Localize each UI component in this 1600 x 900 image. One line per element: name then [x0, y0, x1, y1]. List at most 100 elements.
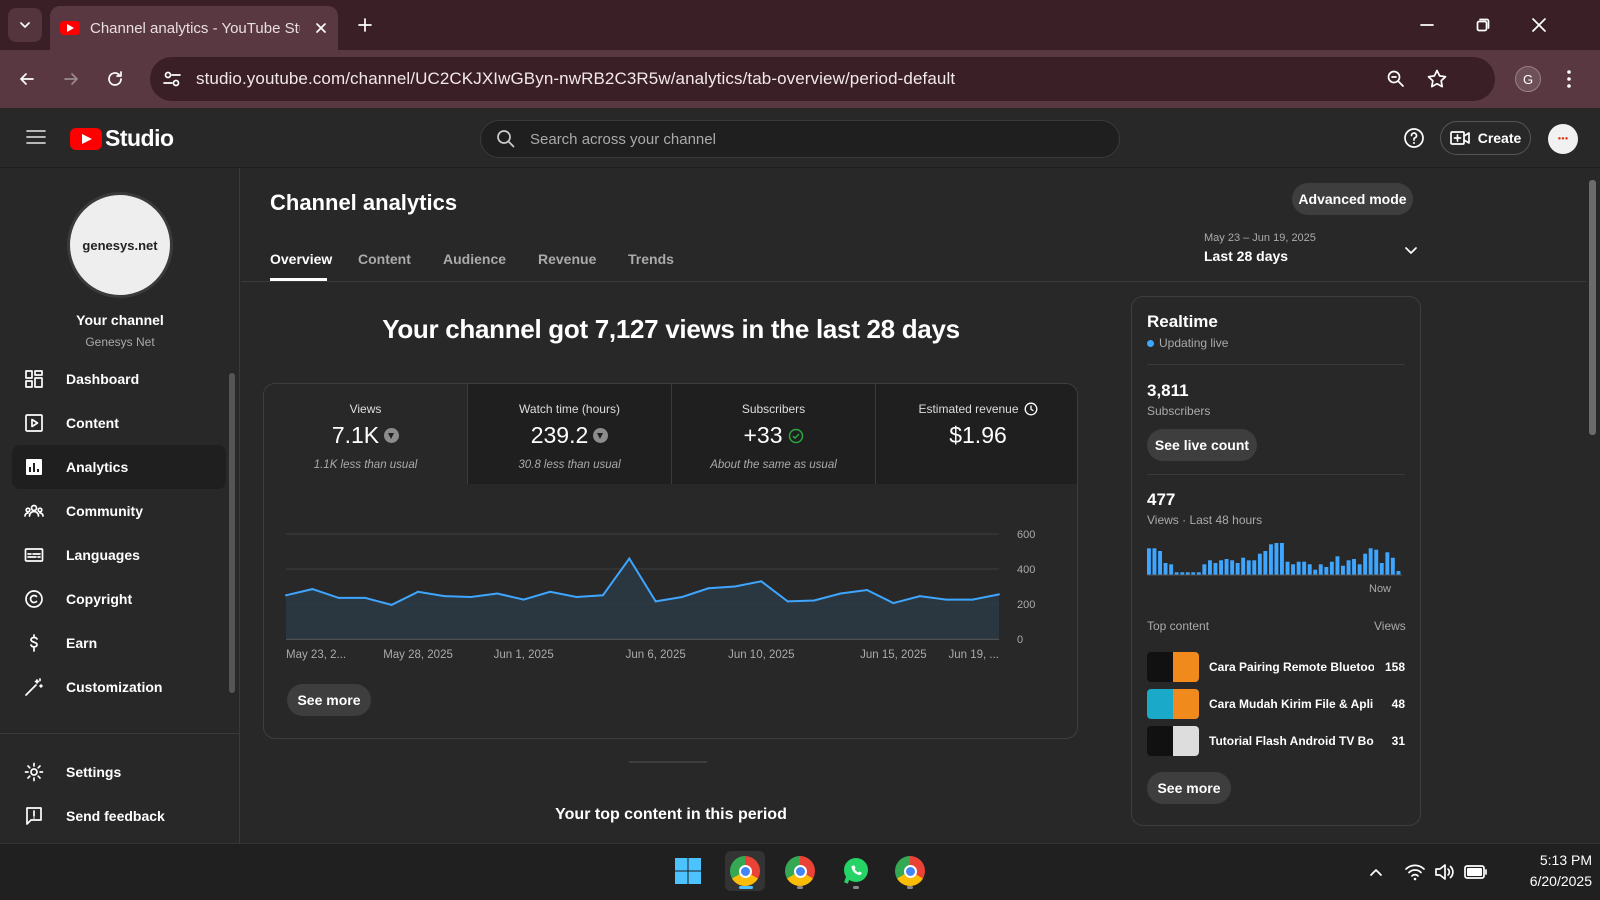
close-window-button[interactable] — [1524, 10, 1554, 40]
bookmark-star-icon[interactable] — [1426, 68, 1448, 90]
reload-button[interactable] — [100, 64, 130, 94]
realtime-bar[interactable] — [1202, 564, 1207, 575]
realtime-bar[interactable] — [1324, 567, 1329, 575]
realtime-bar[interactable] — [1224, 559, 1229, 575]
realtime-bar[interactable] — [1285, 561, 1290, 575]
zoom-icon[interactable] — [1386, 69, 1406, 89]
see-more-button[interactable]: See more — [287, 684, 371, 716]
chart-point[interactable] — [865, 589, 868, 591]
realtime-bar[interactable] — [1163, 563, 1168, 575]
realtime-bar[interactable] — [1291, 564, 1295, 575]
advanced-mode-button[interactable]: Advanced mode — [1292, 183, 1413, 215]
realtime-bar[interactable] — [1335, 556, 1340, 575]
realtime-bar[interactable] — [1257, 553, 1262, 575]
chart-point[interactable] — [364, 596, 367, 599]
realtime-bar[interactable] — [1274, 543, 1279, 575]
chart-point[interactable] — [786, 600, 789, 603]
chart-point[interactable] — [945, 598, 948, 601]
chart-point[interactable] — [417, 590, 420, 593]
close-tab-icon[interactable] — [314, 21, 328, 35]
chart-point[interactable] — [443, 595, 446, 598]
realtime-bar[interactable] — [1230, 560, 1235, 575]
sidebar-item-customization[interactable]: Customization — [12, 665, 226, 709]
sidebar-scrollbar[interactable] — [229, 373, 235, 693]
realtime-bar[interactable] — [1313, 569, 1318, 575]
tab-trends[interactable]: Trends — [628, 251, 674, 267]
new-tab-button[interactable] — [352, 12, 378, 38]
realtime-bar[interactable] — [1341, 565, 1345, 575]
chart-point[interactable] — [549, 590, 552, 593]
help-icon[interactable] — [1403, 127, 1425, 149]
chart-point[interactable] — [813, 599, 816, 602]
realtime-bar[interactable] — [1191, 572, 1196, 575]
realtime-bar[interactable] — [1396, 571, 1401, 575]
chart-point[interactable] — [337, 596, 340, 599]
chart-point[interactable] — [496, 592, 499, 595]
chart-point[interactable] — [522, 598, 525, 601]
realtime-bar[interactable] — [1180, 572, 1185, 575]
sidebar-item-dashboard[interactable]: Dashboard — [12, 357, 226, 401]
volume-icon[interactable] — [1434, 862, 1456, 882]
realtime-bar[interactable] — [1352, 559, 1356, 575]
chevron-down-icon[interactable] — [1403, 242, 1419, 258]
start-button[interactable] — [668, 851, 708, 891]
chart-point[interactable] — [733, 585, 736, 588]
realtime-bar[interactable] — [1263, 551, 1268, 575]
channel-avatar[interactable]: genesys.net — [67, 192, 173, 298]
taskbar-chrome-profile-2[interactable] — [780, 851, 820, 891]
battery-icon[interactable] — [1464, 864, 1488, 880]
top-content-row[interactable]: Cara Pairing Remote Bluetooth... 158 — [1147, 652, 1405, 682]
tab-content[interactable]: Content — [358, 251, 411, 267]
realtime-bar[interactable] — [1346, 560, 1351, 575]
sidebar-item-send-feedback[interactable]: Send feedback — [12, 794, 226, 838]
views-chart[interactable]: 600 400 200 0 May 23, 2... May 28, 2025 Jun 1… — [264, 484, 1078, 684]
address-bar[interactable]: studio.youtube.com/channel/UC2CKJXIwGByn… — [150, 57, 1495, 101]
create-button[interactable]: Create — [1440, 121, 1531, 155]
realtime-bar[interactable] — [1390, 557, 1395, 575]
chart-point[interactable] — [601, 594, 604, 597]
system-clock[interactable]: 5:13 PM 6/20/2025 — [1500, 850, 1592, 892]
realtime-bar[interactable] — [1307, 564, 1312, 575]
account-avatar[interactable]: ●●● — [1548, 124, 1578, 154]
site-info-icon[interactable] — [162, 69, 182, 89]
realtime-bar[interactable] — [1235, 563, 1240, 575]
realtime-bar[interactable] — [1213, 563, 1218, 575]
sidebar-item-copyright[interactable]: Copyright — [12, 577, 226, 621]
metric-views[interactable]: Views 7.1K 1.1K less than usual — [264, 384, 468, 484]
realtime-bar[interactable] — [1379, 563, 1384, 575]
restore-button[interactable] — [1468, 10, 1498, 40]
realtime-bar[interactable] — [1219, 560, 1223, 575]
chart-point[interactable] — [892, 602, 895, 605]
chart-point[interactable] — [971, 598, 974, 601]
chart-point[interactable] — [628, 557, 631, 560]
taskbar-chrome-profile-3[interactable] — [890, 851, 930, 891]
sidebar-item-earn[interactable]: Earn — [12, 621, 226, 665]
realtime-bar[interactable] — [1269, 544, 1273, 575]
taskbar-chrome-profile-g[interactable] — [725, 851, 765, 891]
sidebar-item-content[interactable]: Content — [12, 401, 226, 445]
realtime-bar[interactable] — [1302, 561, 1307, 575]
tab-audience[interactable]: Audience — [443, 251, 507, 267]
realtime-bar[interactable] — [1241, 557, 1246, 575]
realtime-bar[interactable] — [1174, 572, 1179, 575]
realtime-bar[interactable] — [1169, 564, 1174, 575]
chart-point[interactable] — [998, 593, 1000, 596]
tab-overview[interactable]: Overview — [270, 251, 333, 267]
sidebar-item-community[interactable]: Community — [12, 489, 226, 533]
date-range-label[interactable]: Last 28 days — [1204, 248, 1289, 264]
menu-icon[interactable] — [26, 128, 46, 146]
main-scrollbar[interactable] — [1589, 180, 1596, 435]
chart-point[interactable] — [311, 588, 314, 591]
realtime-bar[interactable] — [1196, 572, 1201, 575]
realtime-bar[interactable] — [1158, 551, 1162, 575]
realtime-bar[interactable] — [1368, 548, 1373, 575]
browser-tab[interactable]: Channel analytics - YouTube Studio — [50, 6, 338, 50]
realtime-bar[interactable] — [1329, 561, 1334, 575]
minimize-button[interactable] — [1412, 10, 1442, 40]
chart-point[interactable] — [390, 603, 393, 606]
studio-logo[interactable]: Studio — [70, 125, 174, 152]
chart-point[interactable] — [285, 594, 287, 597]
forward-button[interactable] — [56, 64, 86, 94]
more-vert-icon[interactable] — [1566, 69, 1572, 89]
chart-point[interactable] — [707, 587, 710, 590]
